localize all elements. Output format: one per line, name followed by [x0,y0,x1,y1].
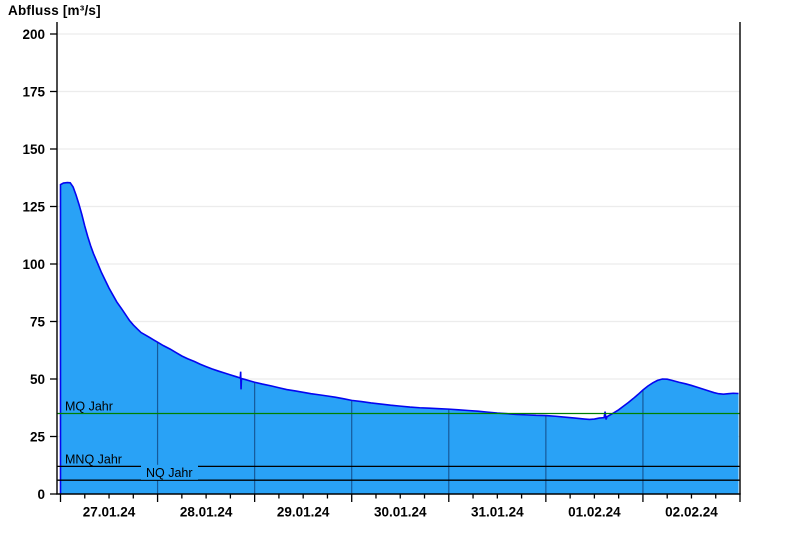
x-tick-label: 31.01.24 [471,505,524,520]
nq-line-label: NQ Jahr [146,466,193,480]
y-tick-label: 50 [30,372,45,387]
y-tick-label: 125 [22,199,45,214]
x-tick-label: 01.02.24 [568,505,621,520]
area-series [60,182,739,494]
nq-label-bg [141,464,198,480]
x-tick-label: 27.01.24 [83,505,136,520]
mq-line-label: MQ Jahr [65,400,113,414]
x-tick-label: 28.01.24 [180,505,233,520]
y-tick-label: 0 [37,487,45,502]
y-tick-label: 200 [22,27,45,42]
x-tick-label: 29.01.24 [277,505,330,520]
x-tick-label: 02.02.24 [665,505,718,520]
x-tick-label: 30.01.24 [374,505,427,520]
mnq-line-label: MNQ Jahr [65,452,122,466]
chart-title: Abfluss [m³/s] [8,3,101,18]
y-tick-label: 25 [30,429,46,444]
y-tick-label: 150 [22,142,45,157]
y-tick-label: 175 [22,84,45,99]
y-tick-label: 100 [22,257,45,272]
series-outline [59,181,739,494]
y-tick-label: 75 [30,314,46,329]
